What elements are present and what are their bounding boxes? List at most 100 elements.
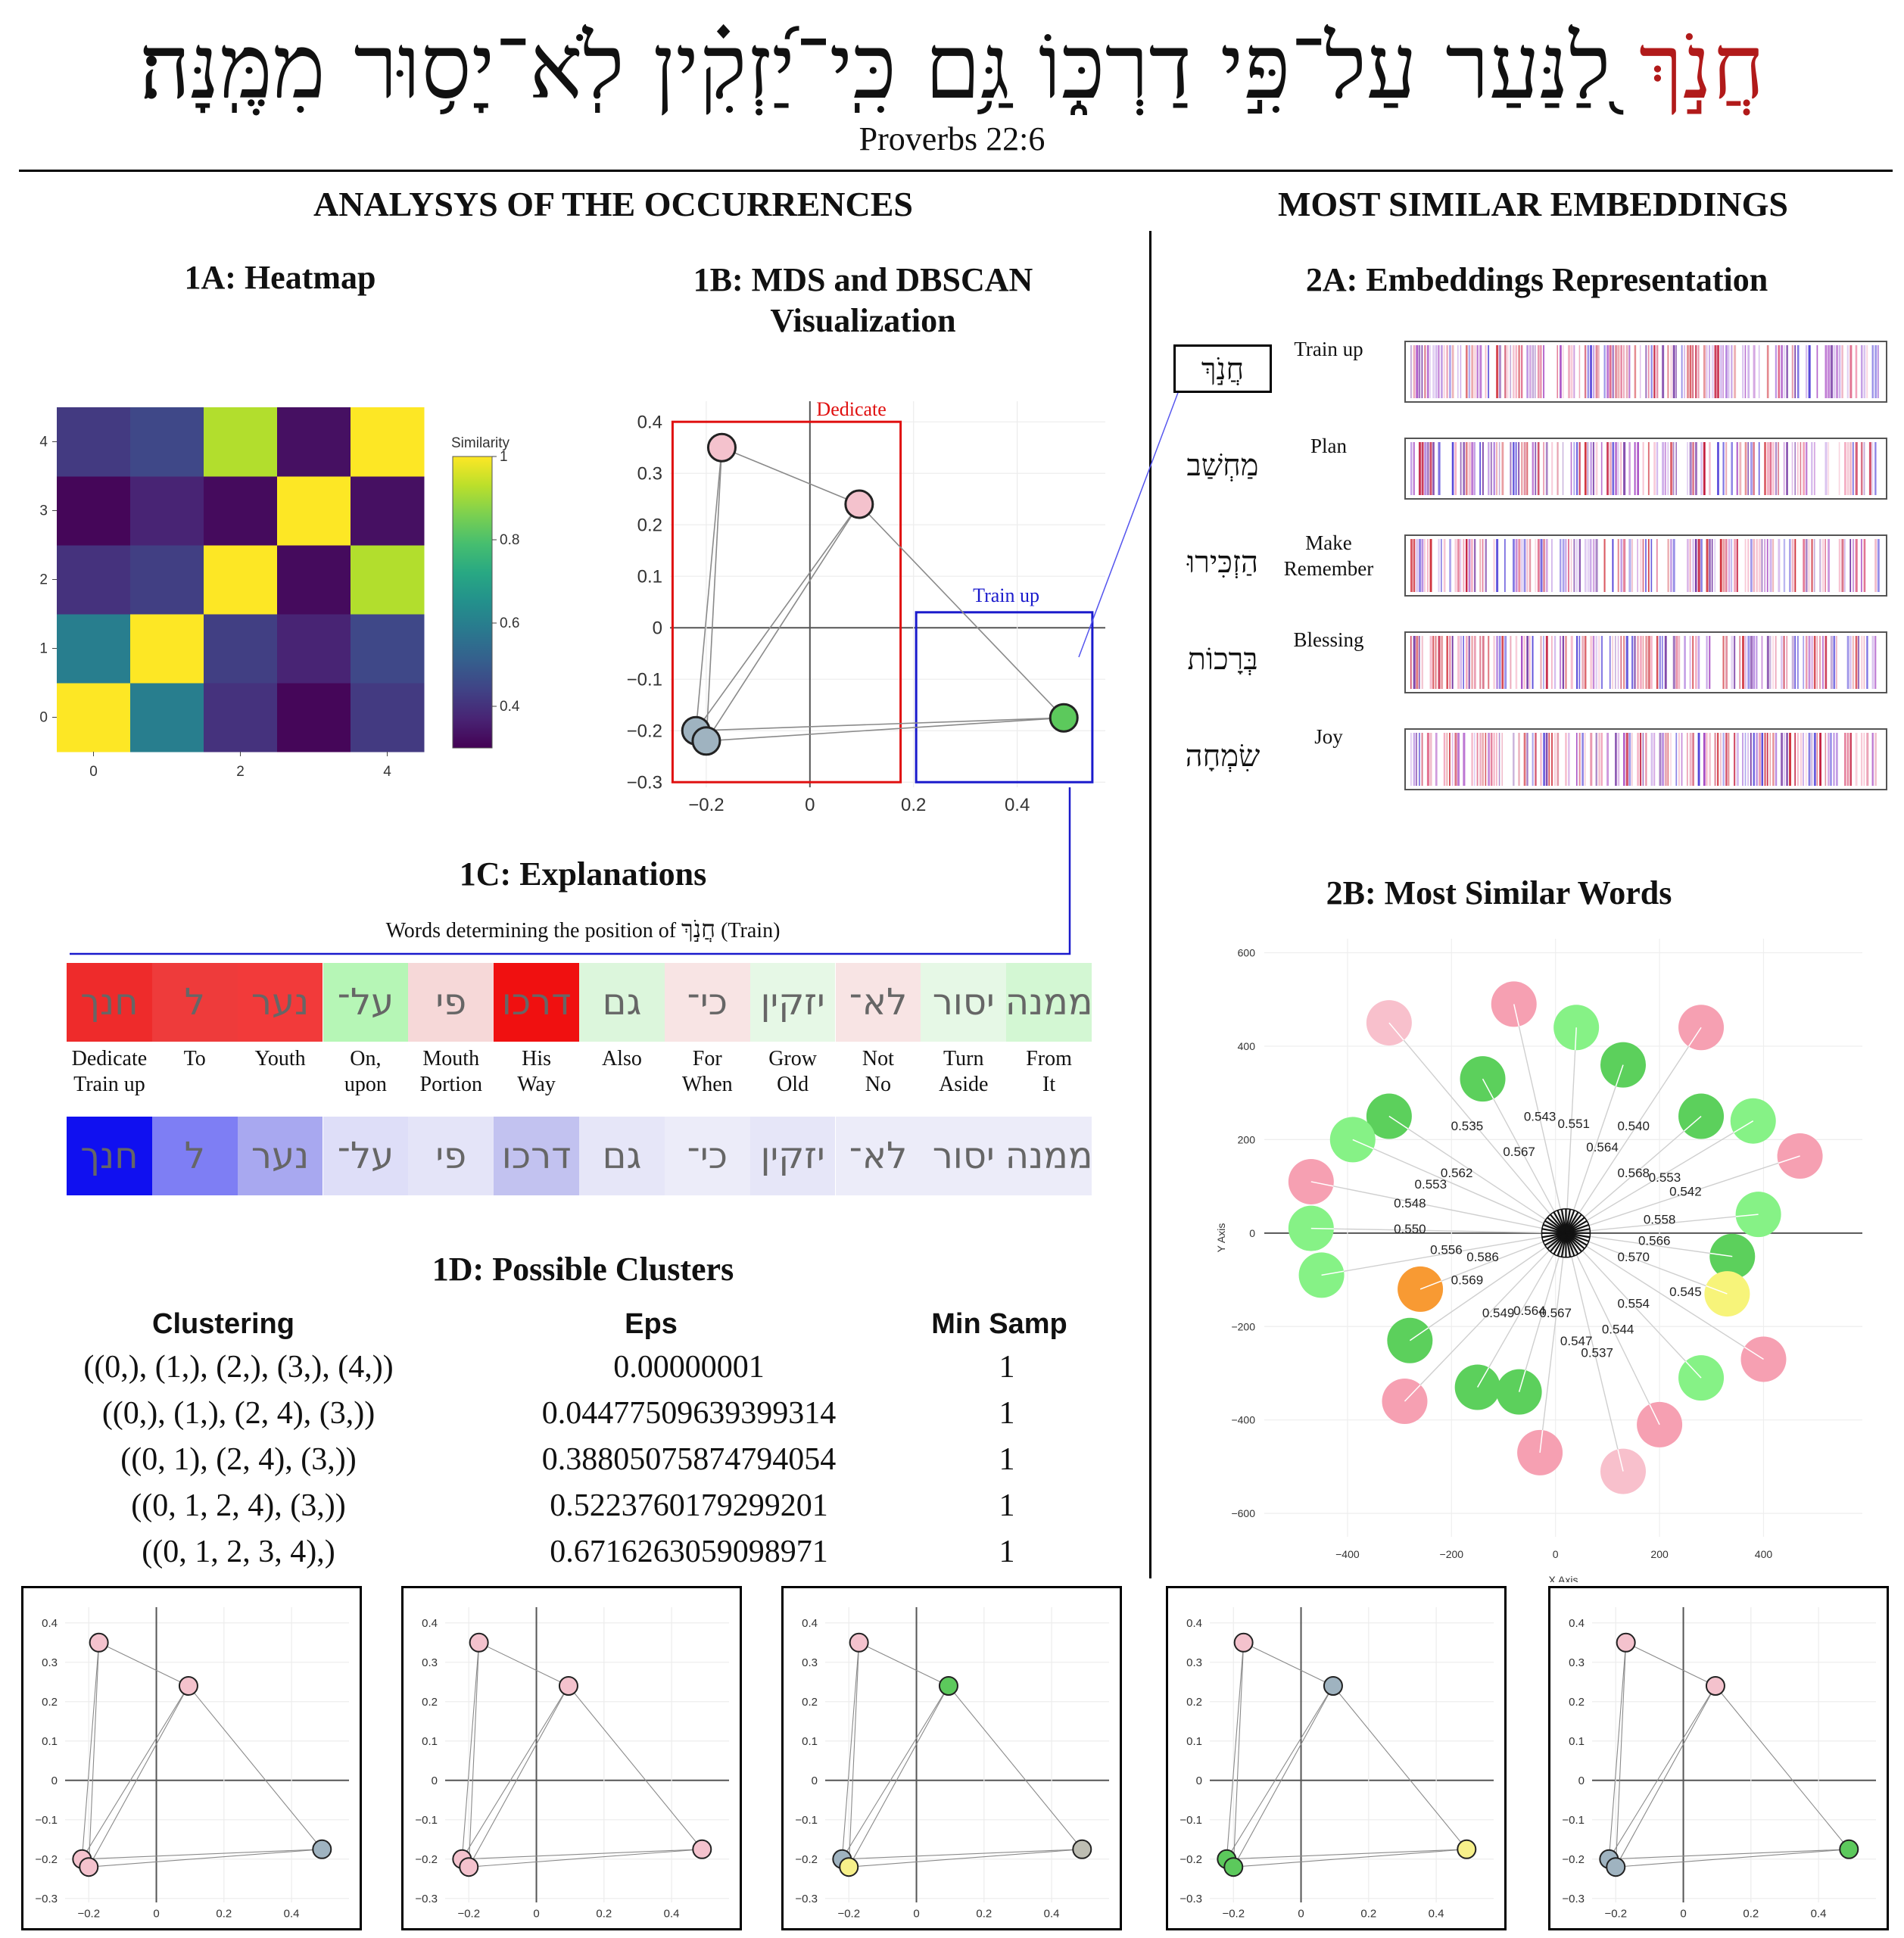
emb-bar <box>1808 539 1810 592</box>
emb-bar <box>1551 636 1553 689</box>
mini2-edge <box>849 1849 1083 1868</box>
sim-label-6: 0.562 <box>1441 1166 1473 1180</box>
emb-bar <box>1438 345 1440 398</box>
expl-top-cell-3: יזקין <box>749 963 836 1042</box>
mini0-edge <box>81 1685 189 1860</box>
emb-bar <box>1535 733 1537 786</box>
heatmap-title: 1A: Heatmap <box>184 259 376 296</box>
sim-spoke-3 <box>1482 1078 1567 1234</box>
emb-bar <box>1687 733 1688 786</box>
mds-ytick: 0.4 <box>637 413 662 433</box>
sim-spoke-15 <box>1419 1232 1566 1290</box>
expl-gloss-line1: His <box>522 1047 552 1070</box>
expl-gloss-1: Turn Aside <box>915 1046 1012 1098</box>
expl-top-cell-4: כי־ <box>664 963 750 1042</box>
sim-ytick: −200 <box>1231 1320 1255 1332</box>
sim-label-13: 0.550 <box>1394 1222 1426 1236</box>
mini3-edge <box>1232 1642 1245 1868</box>
emb-bar <box>1858 636 1859 689</box>
section-title-left: ANALYSYS OF THE OCCURRENCES <box>313 185 913 223</box>
heatmap-ytick: 0 <box>39 710 48 726</box>
mds-edge <box>706 717 1064 742</box>
sim-ylabel: Y Axis <box>1215 1223 1227 1253</box>
emb-bar <box>1637 442 1640 495</box>
mds-xtick: 0.2 <box>901 795 926 815</box>
sim-spoke-9 <box>1566 1120 1754 1234</box>
emb-bar <box>1473 442 1476 495</box>
expl-bottom-cell-3: יזקין <box>749 1117 836 1195</box>
sim-point-10 <box>1288 1158 1334 1204</box>
heatmap-cell-1-1 <box>130 614 204 684</box>
expl-bottom-cell-7: פי <box>408 1117 494 1195</box>
emb-bar <box>1545 636 1548 689</box>
emb-bar <box>1769 733 1772 786</box>
emb-bar <box>1786 636 1788 689</box>
mini4-edge <box>1608 1685 1716 1860</box>
emb-bar <box>1553 733 1557 786</box>
heatmap-cell-4-3 <box>277 407 351 477</box>
emb-bar <box>1615 636 1616 689</box>
emb-bar <box>1432 345 1435 398</box>
emb-bar <box>1645 733 1647 786</box>
emb-bar <box>1828 733 1830 786</box>
sim-xtick: −200 <box>1440 1548 1464 1560</box>
mini0-ytick: 0 <box>51 1774 58 1787</box>
emb-bar <box>1764 442 1766 495</box>
expl-bottom-word: כי־ <box>687 1135 728 1177</box>
emb-bar <box>1797 442 1799 495</box>
expl-top-cell-0: ממנה <box>1005 963 1092 1042</box>
mini4-edge <box>1715 1685 1849 1850</box>
emb-bar <box>1518 733 1520 786</box>
emb-bar <box>1794 636 1796 689</box>
emb-bar <box>1642 636 1644 689</box>
emb-bar <box>1766 442 1769 495</box>
sim-label-9: 0.553 <box>1415 1177 1447 1192</box>
emb-bar <box>1791 636 1794 689</box>
emb-bar <box>1675 345 1677 398</box>
heatmap-cell-1-3 <box>277 614 351 684</box>
mini0-ytick: 0.3 <box>42 1656 58 1669</box>
emb-bar <box>1449 345 1451 398</box>
sim-point-14 <box>1298 1252 1345 1298</box>
emb-bar <box>1598 345 1600 398</box>
emb-bar <box>1805 345 1808 398</box>
emb-bar <box>1521 636 1523 689</box>
emb-bar <box>1783 539 1786 592</box>
sim-point-ray <box>1518 1369 1526 1392</box>
mini3-ytick: −0.3 <box>1179 1893 1202 1905</box>
emb-bar <box>1595 636 1597 689</box>
explanations-subtitle: Words determining the position of חֲנֹ֣ך… <box>288 914 878 943</box>
cluster-row-2-clustering: ((0, 1), (2, 4), (3,)) <box>120 1442 357 1477</box>
emb-bar <box>1540 733 1542 786</box>
emb-bar <box>1488 636 1490 689</box>
expl-bottom-cell-0: ממנה <box>1005 1117 1092 1195</box>
mini4-ytick: −0.1 <box>1562 1814 1585 1827</box>
mini4-xtick: −0.2 <box>1604 1908 1627 1921</box>
emb-bar <box>1523 539 1526 592</box>
emb-bar <box>1587 345 1590 398</box>
emb-bar <box>1432 636 1435 689</box>
emb-bar <box>1819 539 1821 592</box>
sim-point-ray <box>1709 1252 1733 1257</box>
emb-bar <box>1860 539 1862 592</box>
emb-bar <box>1606 442 1609 495</box>
emb-word-4: שִׂמְחָה <box>1185 739 1261 774</box>
emb-bar <box>1672 636 1675 689</box>
emb-bar <box>1811 442 1813 495</box>
emb-bar <box>1783 345 1786 398</box>
emb-bar <box>1874 345 1878 398</box>
emb-bar <box>1645 345 1647 398</box>
emb-bar <box>1545 442 1548 495</box>
mini1-edge <box>461 1685 569 1860</box>
mini4-xtick: 0.4 <box>1811 1908 1827 1921</box>
emb-bar <box>1634 442 1636 495</box>
emb-bar <box>1454 539 1457 592</box>
emb-bar <box>1694 345 1697 398</box>
cluster-row-0-clustering: ((0,), (1,), (2,), (3,), (4,)) <box>83 1350 394 1385</box>
mini0-xtick: −0.2 <box>77 1908 100 1921</box>
mini0-xtick: 0.4 <box>284 1908 300 1921</box>
sim-label-4: 0.567 <box>1503 1145 1535 1159</box>
emb-bar <box>1860 733 1863 786</box>
emb-bar <box>1573 345 1575 398</box>
colorbar-tick: 0.8 <box>500 532 519 548</box>
